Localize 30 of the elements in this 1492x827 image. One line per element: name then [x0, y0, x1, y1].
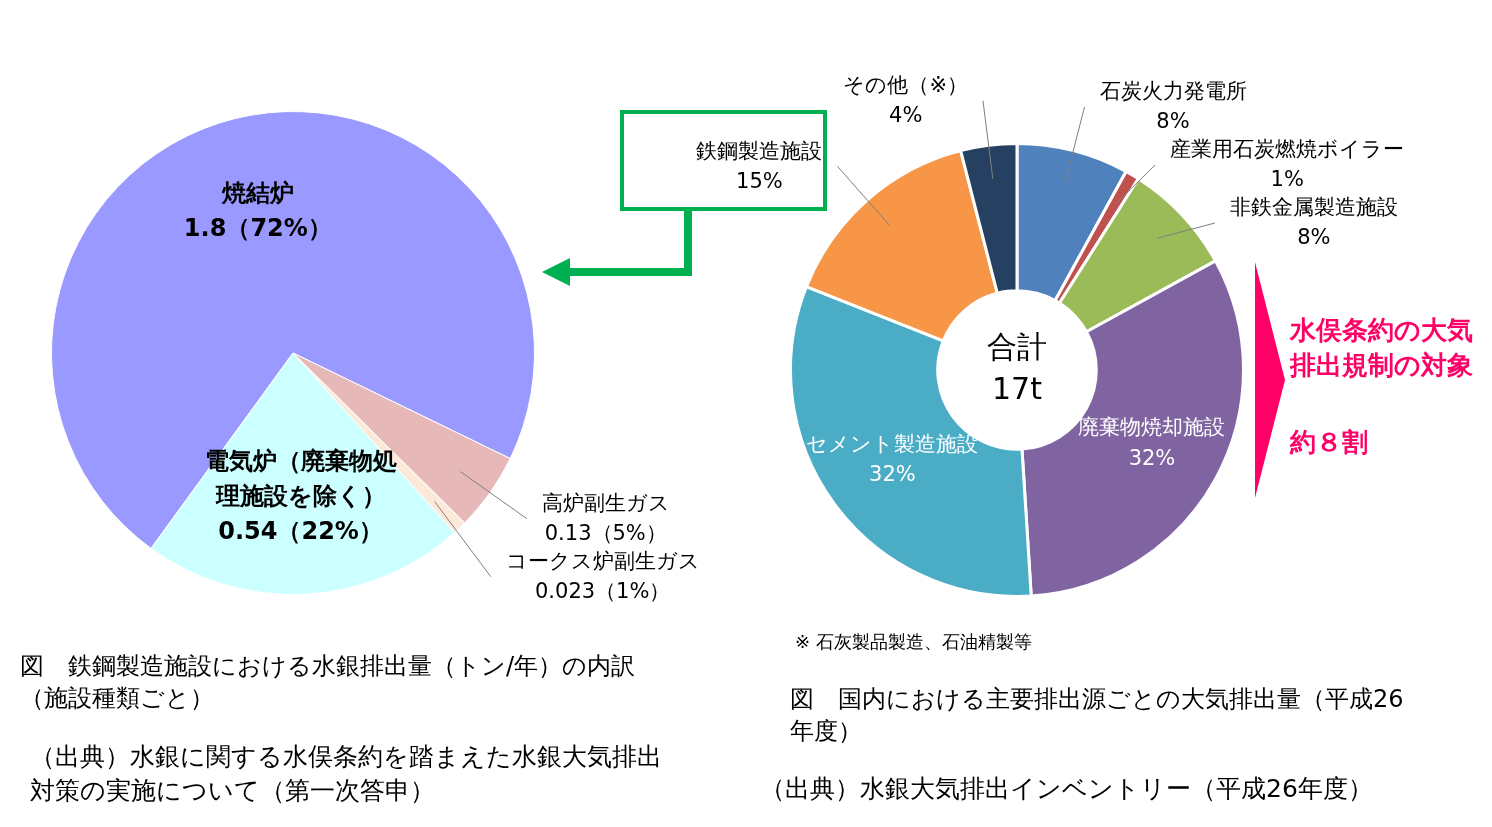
text: 約８割	[1290, 426, 1369, 459]
slice-label: 石炭火力発電所	[1099, 79, 1247, 104]
slice-label: 高炉副生ガス	[541, 491, 670, 516]
data-label: 0.54（22%）	[218, 516, 383, 545]
slice-label: 焼結炉	[220, 179, 294, 208]
text: 水俣条約の大気排出規制の対象	[1290, 314, 1474, 383]
text: 図 鉄鋼製造施設における水銀排出量（トン/年）の内訳（施設種類ごと）	[20, 651, 637, 715]
text: ※ 石灰製品製造、石油精製等	[795, 630, 1033, 654]
slice-label: 鉄鋼製造施設	[696, 138, 823, 163]
text: （出典）水銀に関する水俣条約を踏まえた水銀大気排出対策の実施について（第一次答申）	[30, 741, 663, 807]
data-label: 4%	[889, 103, 923, 128]
slice-label: 非鉄金属製造施設	[1229, 195, 1398, 220]
text: 図 国内における主要排出源ごとの大気排出量（平成26年度）	[790, 684, 1405, 748]
data-label: 32%	[1128, 445, 1176, 470]
text: （出典）水銀大気排出インベントリー（平成26年度）	[760, 773, 1374, 805]
data-label: 15%	[736, 168, 783, 193]
data-label: 1%	[1270, 167, 1304, 192]
slice-label: 電気炉（廃棄物処理施設を除く）	[204, 447, 397, 510]
data-label: 8%	[1297, 225, 1331, 250]
slice-label: セメント製造施設	[806, 431, 979, 456]
data-label: 8%	[1156, 109, 1190, 134]
data-label: 1.8（72%）	[183, 214, 332, 243]
data-label: 32%	[869, 462, 916, 487]
slice-label: その他（※）	[843, 73, 968, 98]
slice-label: コークス炉副生ガス	[505, 549, 700, 574]
slice-label: 廃棄物焼却施設	[1078, 415, 1226, 440]
data-label: 0.023（1%）	[535, 579, 671, 604]
slice-label: 産業用石炭燃焼ボイラー	[1170, 137, 1405, 162]
data-label: 0.13（5%）	[544, 521, 667, 546]
text: 合計 17t	[987, 328, 1047, 406]
